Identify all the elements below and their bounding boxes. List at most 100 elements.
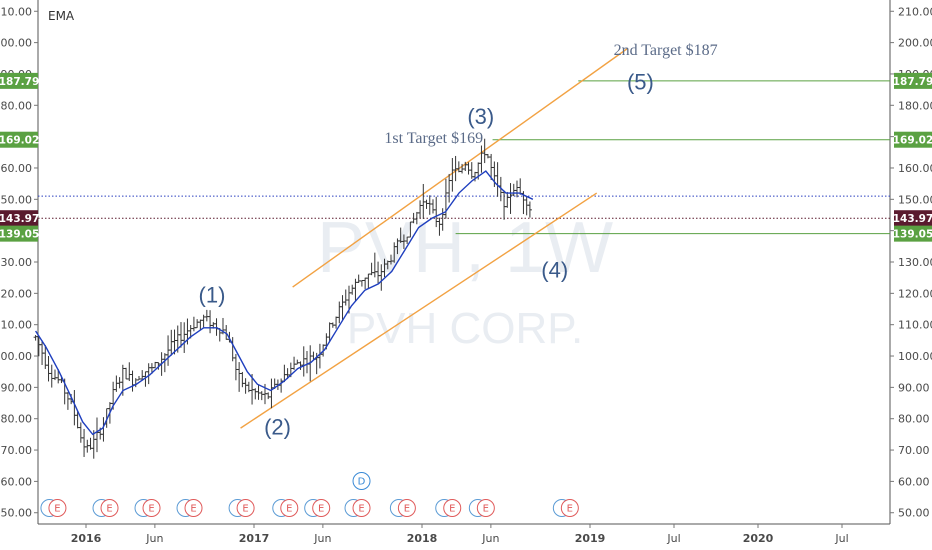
- earnings-marker[interactable]: [280, 499, 299, 517]
- earnings-marker[interactable]: [443, 499, 462, 517]
- x-tick-label: Jun: [481, 532, 499, 545]
- y-tick-label-left: 90.00: [1, 381, 33, 394]
- wave-label: (3): [467, 104, 494, 129]
- watermark: PVH, 1W PVH CORP.: [317, 208, 613, 353]
- earnings-marker-text[interactable]: E: [286, 504, 292, 515]
- y-tick-label-left: 200.00: [0, 37, 32, 50]
- price-label-left: 139.05: [0, 229, 39, 241]
- y-tick-label-left: 160.00: [0, 162, 32, 175]
- earnings-marker-text[interactable]: E: [106, 504, 112, 515]
- ema-polyline: [35, 170, 534, 436]
- price-label-right-bg: [894, 210, 932, 227]
- price-label-right-bg: [894, 131, 932, 148]
- channel-upper-line[interactable]: [292, 48, 628, 288]
- earnings-marker-text[interactable]: E: [318, 504, 324, 515]
- y-tick-label-left: 210.00: [0, 5, 32, 18]
- y-tick-label-right: 70.00: [898, 444, 930, 457]
- x-tick-label: Jul: [666, 532, 680, 545]
- x-tick-label: Jun: [313, 532, 331, 545]
- watermark-symbol: PVH, 1W: [317, 208, 613, 288]
- x-tick-label: 2018: [407, 532, 438, 545]
- y-tick-label-right: 50.00: [898, 507, 930, 520]
- price-label-left-bg: [0, 225, 38, 242]
- price-label-left: 169.02: [0, 135, 39, 147]
- y-tick-label-left: 80.00: [1, 413, 33, 426]
- x-tick-label: Jul: [834, 532, 848, 545]
- price-label-left-bg: [0, 210, 38, 227]
- earnings-marker-text[interactable]: E: [404, 504, 410, 515]
- event-markers[interactable]: E E E E E E E E E E E E D: [40, 472, 579, 517]
- annotations: 1st Target $169 2nd Target $187 (1) (2) (3) (…: [199, 42, 718, 439]
- y-tick-label-right: 80.00: [898, 413, 930, 426]
- earnings-marker[interactable]: [236, 499, 255, 517]
- y-tick-label-right: 130.00: [898, 256, 932, 269]
- y-tick-label-right: 90.00: [898, 381, 930, 394]
- x-tick-label: 2016: [71, 532, 102, 545]
- target-label: 2nd Target $187: [614, 42, 718, 59]
- x-tick-label: 2019: [575, 532, 606, 545]
- price-labels: 187.79 187.79 169.02 169.02 143.97 143.97 139.…: [0, 72, 932, 242]
- y-tick-label-left: 150.00: [0, 193, 32, 206]
- indicator-label: EMA: [48, 9, 75, 23]
- channel-lower-line[interactable]: [240, 192, 598, 429]
- earnings-marker[interactable]: [397, 499, 416, 517]
- earnings-marker[interactable]: [312, 499, 331, 517]
- earnings-marker-text[interactable]: E: [358, 504, 364, 515]
- y-tick-label-left: 120.00: [0, 287, 32, 300]
- wave-label: (1): [199, 283, 226, 308]
- y-tick-label-left: 130.00: [0, 256, 32, 269]
- y-tick-label-right: 160.00: [898, 162, 932, 175]
- earnings-marker-text[interactable]: E: [242, 504, 248, 515]
- y-tick-label-right: 60.00: [898, 475, 930, 488]
- ema-line: [35, 170, 534, 436]
- earnings-marker-text[interactable]: E: [190, 504, 196, 515]
- y-tick-label-left: 110.00: [0, 319, 32, 332]
- dividend-marker-text[interactable]: D: [358, 477, 366, 488]
- y-tick-label-right: 120.00: [898, 287, 932, 300]
- price-label-left-bg: [0, 131, 38, 148]
- wave-label: (4): [541, 258, 568, 283]
- price-bars: [33, 138, 532, 459]
- price-label-right: 143.97: [893, 213, 932, 225]
- earnings-marker[interactable]: [560, 499, 579, 517]
- earnings-marker-text[interactable]: E: [148, 504, 154, 515]
- earnings-marker[interactable]: [48, 499, 67, 517]
- y-tick-label-right: 110.00: [898, 319, 932, 332]
- price-label-right: 187.79: [893, 76, 932, 88]
- y-tick-label-left: 70.00: [1, 444, 33, 457]
- y-tick-label-left: 100.00: [0, 350, 32, 363]
- earnings-marker-text[interactable]: E: [483, 504, 489, 515]
- earnings-marker-text[interactable]: E: [567, 504, 573, 515]
- y-tick-label-right: 210.00: [898, 5, 932, 18]
- target-label: 1st Target $169: [384, 130, 483, 147]
- price-label-right-bg: [894, 225, 932, 242]
- x-tick-label: 2020: [743, 532, 774, 545]
- y-tick-label-left: 60.00: [1, 475, 33, 488]
- y-tick-label-right: 200.00: [898, 37, 932, 50]
- wave-label: (2): [264, 414, 291, 439]
- price-label-left: 187.79: [0, 76, 39, 88]
- y-tick-label-right: 100.00: [898, 350, 932, 363]
- x-tick-label: Jun: [145, 532, 163, 545]
- y-tick-label-left: 180.00: [0, 99, 32, 112]
- earnings-marker[interactable]: [352, 499, 371, 517]
- earnings-marker[interactable]: [142, 499, 161, 517]
- earnings-marker[interactable]: [100, 499, 119, 517]
- price-label-right-bg: [894, 72, 932, 89]
- y-tick-label-left: 50.00: [1, 507, 33, 520]
- price-label-left-bg: [0, 72, 38, 89]
- dividend-marker[interactable]: [352, 472, 371, 490]
- price-label-right: 169.02: [893, 135, 932, 147]
- horizontal-lines: [38, 80, 890, 235]
- earnings-marker[interactable]: [476, 499, 495, 517]
- x-tick-label: 2017: [239, 532, 270, 545]
- earnings-marker-text[interactable]: E: [54, 504, 60, 515]
- earnings-marker-text[interactable]: E: [449, 504, 455, 515]
- wave-label: (5): [627, 70, 654, 95]
- y-tick-label-right: 150.00: [898, 193, 932, 206]
- price-channel[interactable]: [240, 48, 628, 429]
- earnings-marker[interactable]: [184, 499, 203, 517]
- watermark-name: PVH CORP.: [347, 304, 583, 353]
- price-label-right: 139.05: [893, 229, 932, 241]
